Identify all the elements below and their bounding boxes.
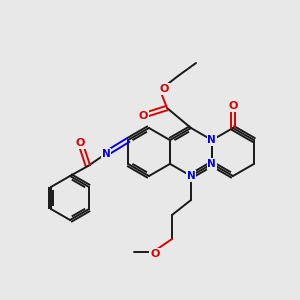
- Text: N: N: [187, 171, 195, 181]
- Text: N: N: [102, 149, 110, 159]
- Text: O: O: [228, 101, 238, 111]
- Text: N: N: [207, 159, 216, 169]
- Text: O: O: [150, 249, 160, 259]
- Text: O: O: [75, 138, 85, 148]
- Text: N: N: [207, 135, 216, 145]
- Text: O: O: [159, 84, 169, 94]
- Text: N: N: [208, 135, 216, 145]
- Text: O: O: [138, 111, 148, 121]
